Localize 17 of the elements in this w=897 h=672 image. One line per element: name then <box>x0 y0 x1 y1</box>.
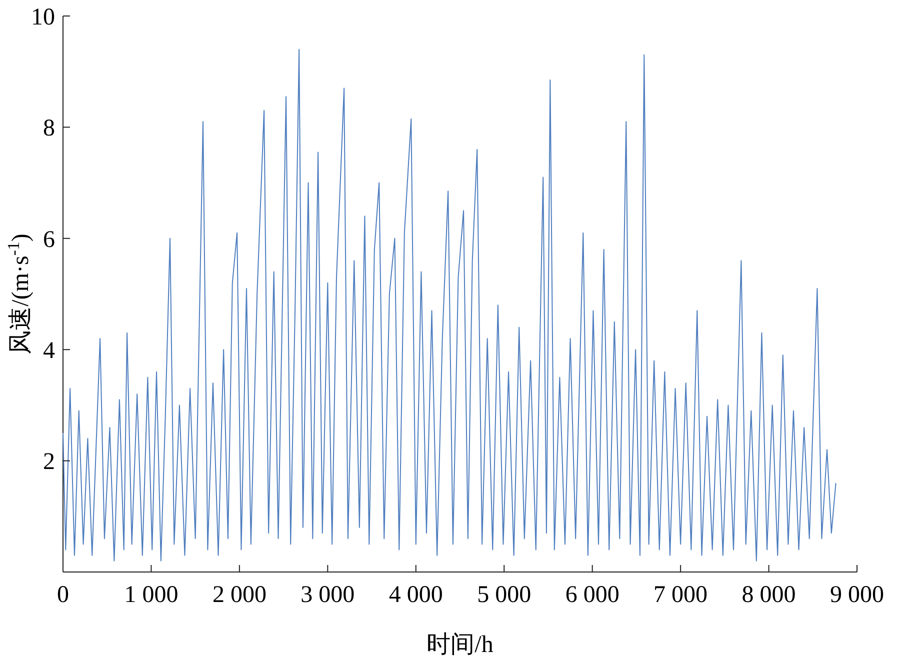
line-series <box>62 48 836 562</box>
x-tick-label: 2 000 <box>212 582 266 608</box>
y-tick-label: 2 <box>43 449 55 476</box>
y-tick-label: 10 <box>31 4 55 30</box>
x-tick-label: 8 000 <box>742 582 796 608</box>
x-tick-label: 6 000 <box>565 582 620 608</box>
x-tick-label: 7 000 <box>654 582 708 608</box>
y-tick-label: 6 <box>43 226 55 253</box>
x-tick-label: 0 <box>57 582 69 608</box>
y-tick-label: 4 <box>43 338 55 364</box>
x-tick-label: 4 000 <box>388 582 443 608</box>
x-axis-title: 时间/h <box>426 632 494 658</box>
x-tick-label: 9 000 <box>830 582 884 608</box>
y-tick-label: 8 <box>43 116 55 142</box>
x-tick-label: 1 000 <box>124 582 178 608</box>
x-tick-label: 5 000 <box>477 582 532 608</box>
x-tick-label: 3 000 <box>300 582 355 608</box>
